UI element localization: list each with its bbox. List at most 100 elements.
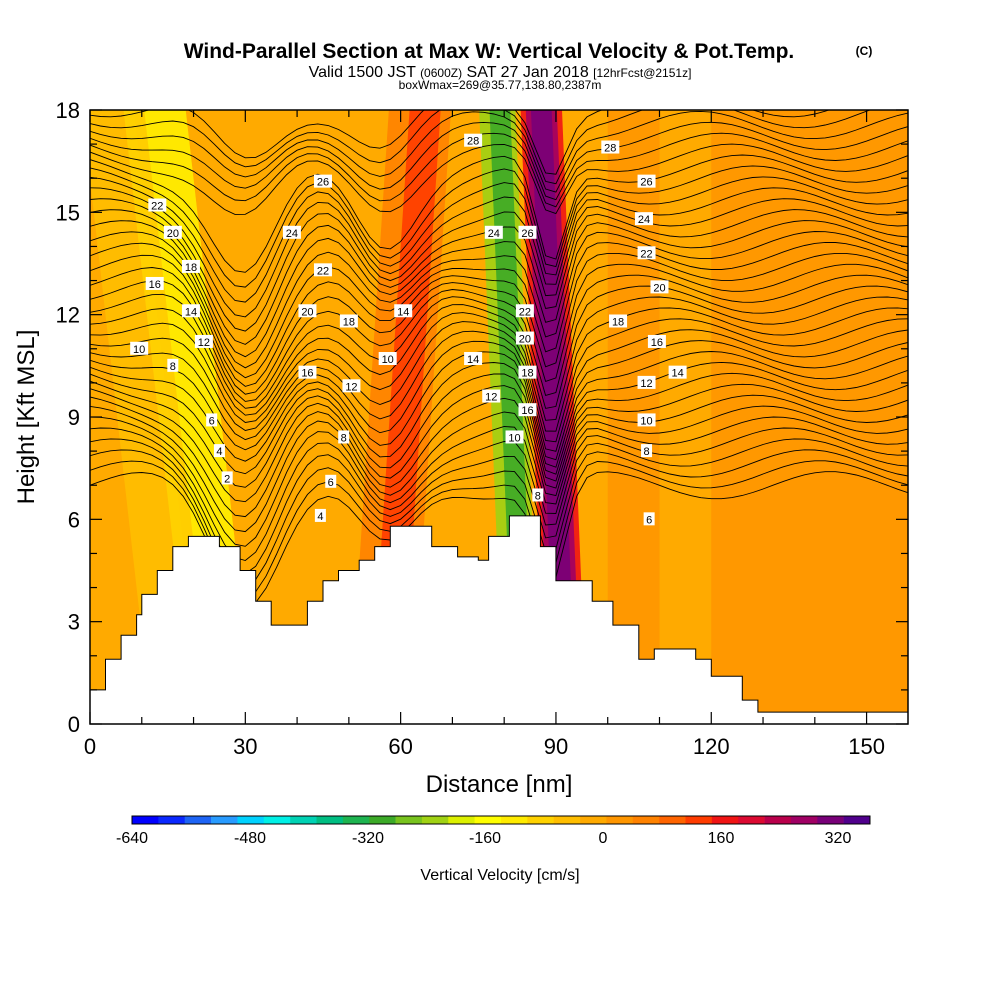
contour-label-text: 18 — [343, 316, 355, 328]
contour-label-bg — [518, 365, 537, 379]
theta-contour — [90, 143, 908, 215]
contour-label-text: 12 — [640, 378, 652, 390]
theta-contour — [90, 154, 908, 273]
contour-label-text: 14 — [185, 306, 197, 318]
theta-contour — [90, 121, 908, 201]
contour-label-text: 22 — [519, 306, 531, 318]
colorbar-swatch — [711, 816, 739, 824]
y-tick-label: 18 — [56, 98, 80, 123]
contour-label-bg — [181, 304, 200, 318]
contour-label: 20 — [298, 304, 317, 318]
theta-contour — [90, 220, 908, 358]
chart-title: Wind-Parallel Section at Max W: Vertical… — [184, 40, 795, 63]
chart-subtitle-box: boxWmax=269@35.77,138.80,2387m — [399, 78, 602, 92]
theta-contour — [90, 405, 908, 533]
colorbar-swatch — [290, 816, 317, 824]
contour-label: 14 — [668, 365, 687, 380]
contour-label: 2 — [221, 471, 233, 485]
theta-contour — [90, 252, 908, 387]
contour-label-text: 10 — [382, 354, 394, 366]
theta-contour — [90, 132, 908, 208]
contour-label-text: 22 — [151, 201, 163, 213]
velocity-band — [607, 110, 660, 724]
colorbar-frame — [131, 815, 871, 825]
contour-label-bg — [213, 444, 225, 458]
velocity-band — [711, 110, 908, 724]
contour-label-bg — [378, 352, 397, 366]
colorbar-swatch — [738, 816, 765, 824]
contour-label-bg — [181, 259, 200, 273]
contour-label-text: 8 — [535, 490, 541, 502]
contour-label-text: 28 — [604, 143, 616, 155]
x-tick-label: 60 — [388, 734, 412, 759]
contour-label-bg — [464, 352, 483, 366]
theta-contour — [90, 263, 908, 395]
contour-label-bg — [325, 474, 337, 488]
colorbar-swatch — [817, 816, 844, 824]
contour-label: 4 — [314, 508, 326, 523]
contour-label: 12 — [637, 375, 656, 390]
contour-label-text: 8 — [643, 446, 649, 458]
theta-contour — [90, 187, 908, 318]
contour-label-bg — [282, 225, 301, 239]
contour-label-text: 22 — [640, 248, 652, 260]
y-tick-label: 12 — [56, 303, 80, 328]
contour-label-text: 6 — [209, 415, 215, 427]
colorbar-swatch — [527, 816, 555, 824]
theta-contour — [90, 198, 908, 332]
contour-label: 16 — [647, 334, 666, 349]
contour-label-text: 24 — [638, 214, 650, 226]
contour-label: 28 — [464, 133, 483, 148]
terrain — [90, 515, 908, 724]
contour-label-bg — [641, 444, 653, 458]
contour-label-bg — [298, 304, 317, 318]
contour-label-bg — [464, 133, 483, 147]
colorbar-swatch — [369, 816, 396, 824]
contour-label-text: 14 — [467, 354, 479, 366]
contour-label-text: 10 — [133, 344, 145, 356]
contour-label-text: 24 — [488, 228, 500, 240]
contour-label-text: 20 — [167, 228, 179, 240]
contour-label: 26 — [518, 225, 537, 240]
theta-contour — [90, 110, 831, 175]
y-axis: 0 3 6 9 12 15 18 — [56, 98, 908, 737]
contour-label-bg — [601, 140, 620, 154]
contour-label-bg — [482, 389, 501, 403]
theta-contour — [90, 110, 872, 185]
contour-label-bg — [650, 280, 669, 294]
y-tick-label: 3 — [68, 610, 80, 635]
contour-label-text: 4 — [317, 511, 323, 523]
contour-label-bg — [637, 174, 656, 188]
colorbar-swatch — [421, 816, 449, 824]
theta-contour — [90, 340, 908, 461]
contour-label-text: 14 — [397, 306, 409, 318]
y-axis-label: Height [Kft MSL] — [13, 330, 40, 505]
colorbar-swatch — [659, 816, 686, 824]
colorbar-swatch — [184, 816, 212, 824]
contour-label: 22 — [313, 263, 332, 277]
contour-label-bg — [313, 174, 332, 188]
theta-contour — [90, 383, 908, 503]
contour-label-bg — [647, 334, 666, 348]
contour-label-text: 8 — [170, 361, 176, 373]
contour-label: 12 — [194, 334, 213, 349]
contour-label: 8 — [338, 430, 350, 444]
contour-label: 18 — [339, 314, 358, 328]
contour-label-text: 26 — [317, 177, 329, 189]
contour-label-bg — [194, 334, 213, 348]
chart-title-mark: (C) — [856, 44, 873, 58]
contour-label-text: 10 — [508, 432, 520, 444]
theta-contour — [90, 285, 908, 409]
contour-label-text: 20 — [653, 282, 665, 294]
contour-label: 6 — [206, 413, 218, 427]
contour-label: 12 — [342, 379, 361, 393]
colorbar-swatch — [553, 816, 581, 824]
contour-label-bg — [518, 225, 537, 239]
colorbar-tick-label: -160 — [469, 830, 501, 847]
contour-label: 22 — [148, 198, 167, 213]
contour-label: 8 — [532, 488, 544, 502]
colorbar-swatch — [764, 816, 792, 824]
colorbar-swatch — [342, 816, 370, 824]
contour-label-bg — [221, 471, 233, 485]
colorbar-swatch — [316, 816, 344, 824]
